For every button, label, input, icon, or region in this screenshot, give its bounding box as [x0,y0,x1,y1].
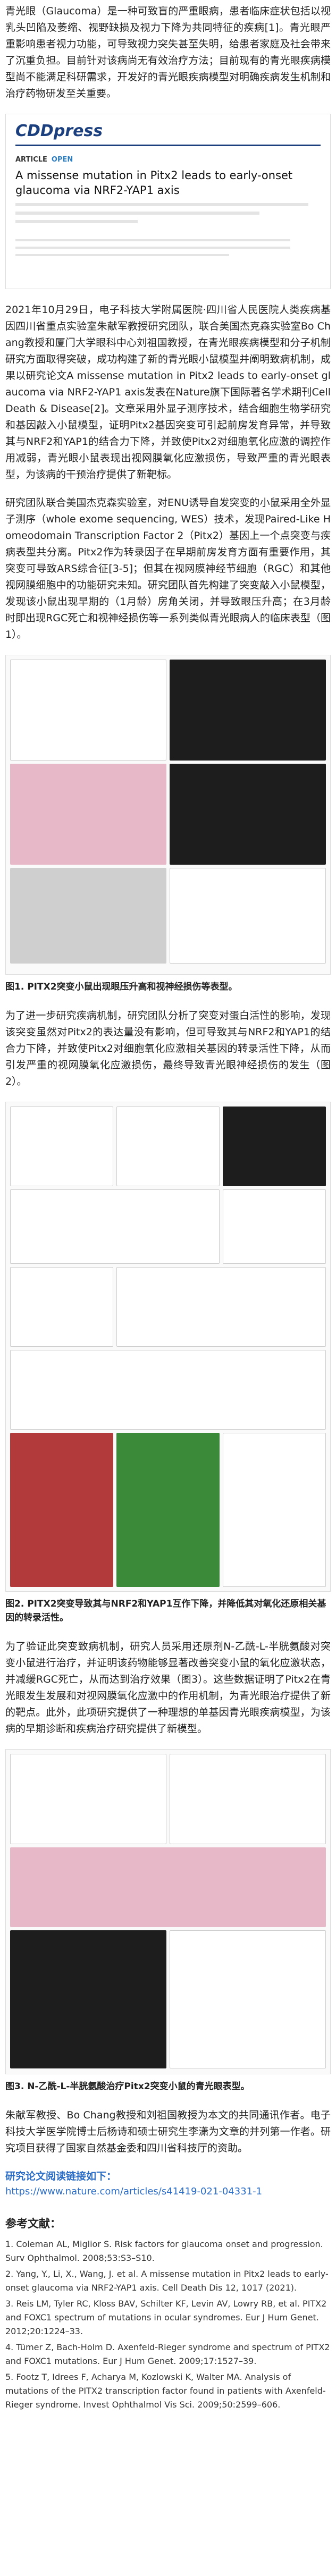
paper-header: CDDpress ARTICLE OPEN A missense mutation… [5,114,331,289]
figure-panels [6,1102,330,1591]
plot-panel [10,660,166,761]
figure-caption: 图3. N-乙酰-L-半胱氨酸治疗Pitx2突变小鼠的青光眼表型。 [5,2081,250,2092]
paragraph: 朱献军教授、Bo Chang教授和刘祖国教授为本文的共同通讯作者。电子科技大学医… [5,2109,331,2154]
paper-title: A missense mutation in Pitx2 leads to ea… [15,169,293,197]
article-label: ARTICLE [15,156,47,164]
figure-1 [5,655,331,975]
author-line [15,212,260,215]
author-line [15,203,309,206]
paragraph: 青光眼（Glaucoma）是一种可致盲的严重眼病，患者临床症状包括以视乳头凹陷及… [5,5,331,99]
reference: 3. Reis LM, Tyler RC, Kloss BAV, Schilte… [5,2299,327,2336]
histology-panel [10,868,166,964]
heatmap-panel [10,1433,113,1587]
bar-panel [116,1433,220,1587]
paragraph: 为了验证此突变致病机制，研究人员采用还原剂N-乙酰-L-半胱氨酸对突变小鼠进行治… [5,1641,331,1735]
reference: 2. Yang, Y., Li, X., Wang, J. et al. A m… [5,2269,329,2293]
blot-panel [223,1189,326,1264]
plot-panel [170,1754,326,1844]
figure-2 [5,1102,331,1592]
figure-panels [6,655,330,968]
plot-panel [170,1930,326,2068]
reference: 5. Footz T, Idrees F, Acharya M, Kozlows… [5,2372,326,2410]
blot-panel [116,1267,326,1347]
plot-panel [170,868,326,964]
image-panel [223,1107,326,1186]
divider [15,145,321,146]
schematic-panel [10,1754,166,1844]
histology-panel [10,764,166,865]
author-line [15,220,138,223]
link-heading: 研究论文阅读链接如下： [5,2170,117,2182]
histology-panel [10,1847,326,1927]
paragraph: 2021年10月29日，电子科技大学附属医院·四川省人民医院人类疾病基因四川省重… [5,304,331,480]
plot-panel [10,1267,113,1347]
paragraph: 研究团队联合美国杰克森实验室，对ENU诱导自发突变的小鼠采用全外显子测序（who… [5,497,331,640]
link-url[interactable]: https://www.nature.com/articles/s41419-0… [5,2186,263,2197]
figure-3 [5,1749,331,2074]
article: 青光眼（Glaucoma）是一种可致盲的严重眼病，患者临床症状包括以视乳头凹陷及… [5,5,331,2410]
blot-panel [10,1189,220,1264]
abstract-line [15,247,290,249]
figure-caption: 图2. PITX2突变导致其与NRF2和YAP1互作下降，并降低其对氧化还原相关… [5,1599,326,1623]
image-panel [170,660,326,761]
figure-panels [6,1750,330,2073]
image-panel [10,1930,166,2068]
journal-name: CDDpress [15,122,103,140]
figure-caption: 图1. PITX2突变小鼠出现眼压升高和视神经损伤等表型。 [5,982,238,992]
reference: 1. Coleman AL, Miglior S. Risk factors f… [5,2239,323,2263]
plot-panel [10,1350,326,1430]
references-heading: 参考文献： [5,2217,61,2230]
plot-panel [116,1107,220,1186]
plot-panel [223,1433,326,1587]
reference: 4. Tümer Z, Bach-Holm D. Axenfeld-Rieger… [5,2342,330,2366]
abstract-line [15,239,290,241]
blot-panel [10,1107,113,1186]
access-label: OPEN [51,156,73,164]
image-panel [170,764,326,865]
paragraph: 为了进一步研究疾病机制，研究团队分析了突变对蛋白活性的影响，发现该突变虽然对Pi… [5,1010,331,1087]
abstract-line [15,254,229,256]
